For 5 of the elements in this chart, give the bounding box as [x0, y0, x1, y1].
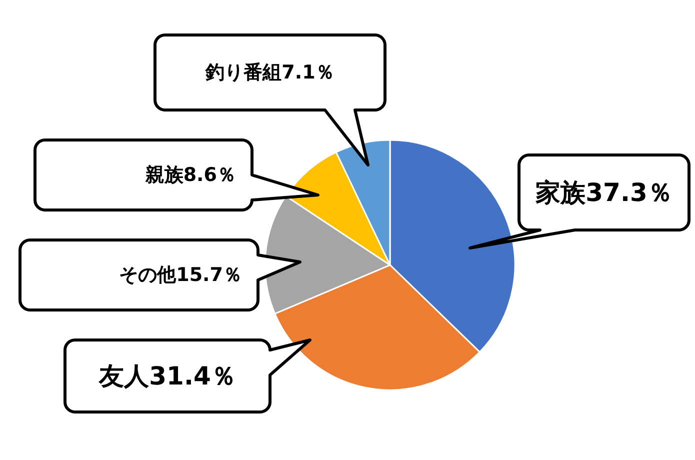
slice-label: 釣り番組7.1％	[204, 62, 334, 84]
slice-label: 親族8.6％	[144, 164, 236, 186]
slice-label: 友人31.4％	[98, 362, 236, 390]
slice-label: 家族37.3％	[534, 178, 672, 207]
slice-label: その他15.7％	[119, 264, 242, 286]
